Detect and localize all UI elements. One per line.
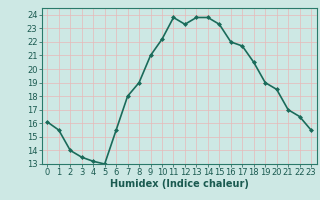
X-axis label: Humidex (Indice chaleur): Humidex (Indice chaleur) bbox=[110, 179, 249, 189]
